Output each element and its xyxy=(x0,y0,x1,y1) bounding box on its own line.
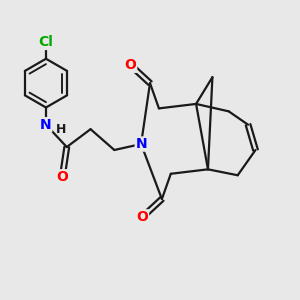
Text: O: O xyxy=(136,210,148,224)
Text: H: H xyxy=(56,123,66,136)
Text: O: O xyxy=(125,58,136,72)
Text: O: O xyxy=(56,170,68,184)
Text: N: N xyxy=(40,118,52,132)
Text: Cl: Cl xyxy=(38,35,53,50)
Text: N: N xyxy=(135,137,147,151)
